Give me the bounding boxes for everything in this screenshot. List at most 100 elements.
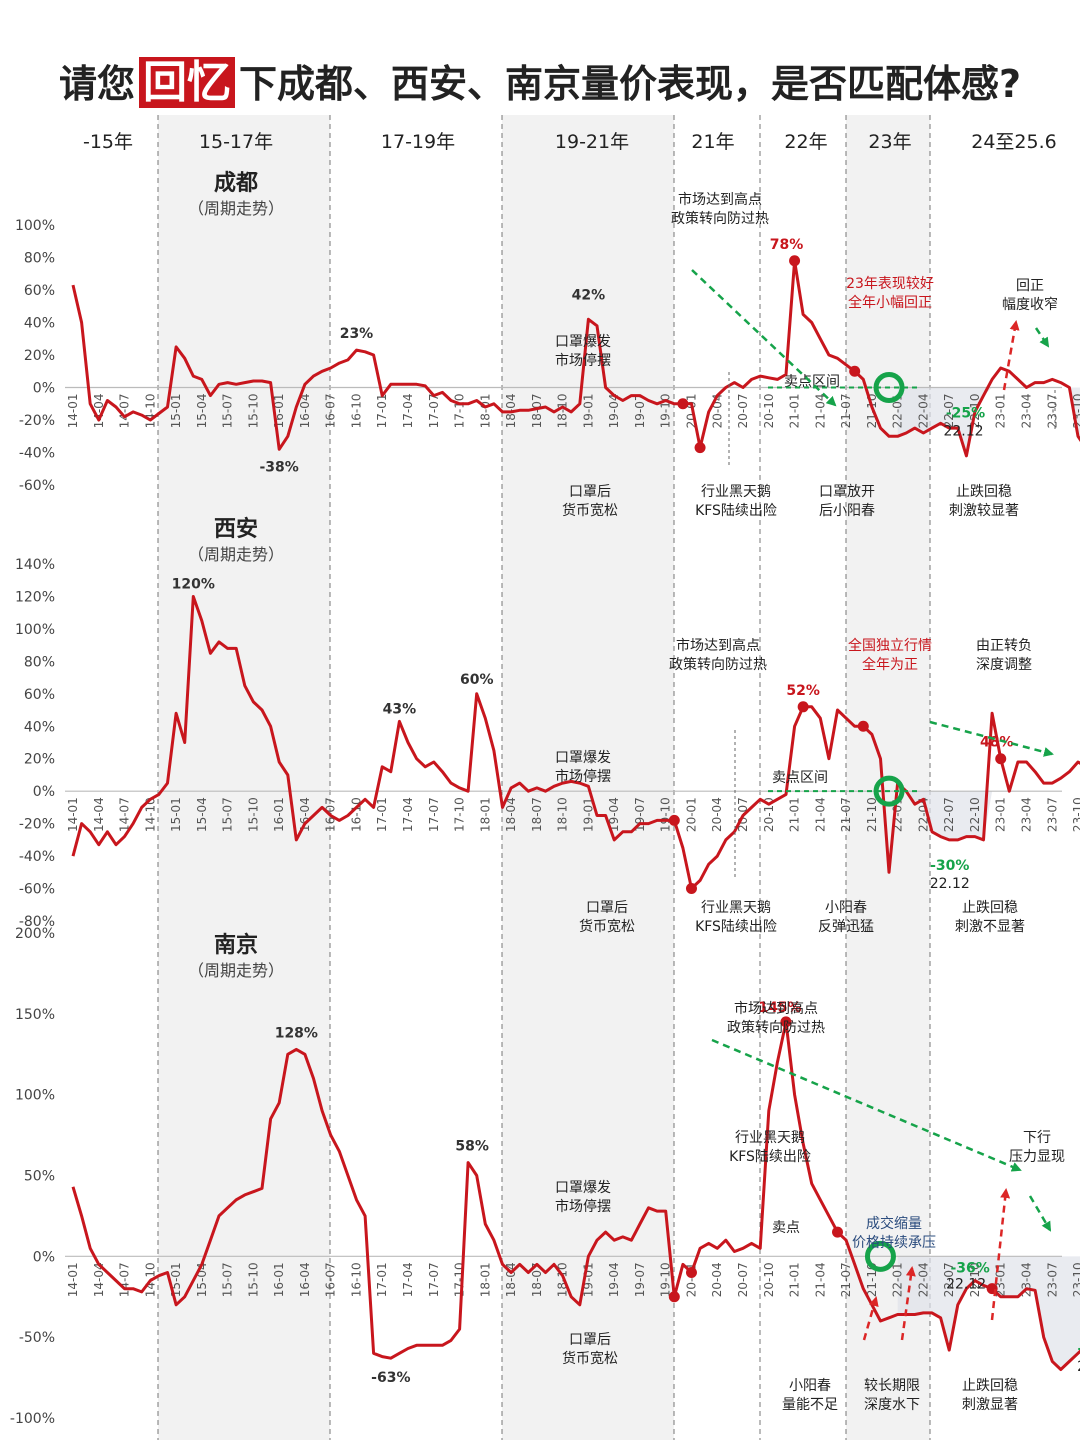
- y-tick-label: -60%: [19, 882, 55, 898]
- covid-marker: [668, 814, 680, 826]
- x-tick-label: 16-07: [324, 394, 338, 429]
- x-tick-label: 17-10: [453, 797, 467, 832]
- x-tick-label: 23-07: [1045, 1262, 1059, 1297]
- period-label: 22年: [784, 131, 827, 153]
- x-tick-label: 20-04: [710, 1262, 724, 1297]
- y-tick-label: 150%: [15, 1007, 55, 1023]
- period-label: 24至25.6: [971, 131, 1056, 153]
- x-tick-label: 22-04: [916, 1262, 930, 1297]
- rebound-arrow: [1002, 320, 1020, 391]
- annotation-covid-bottom: 口罩后: [586, 900, 628, 916]
- annotation-top: 市场达到高点: [734, 1000, 818, 1017]
- x-tick-label: 19-10: [659, 797, 673, 832]
- city-subtitle: （周期走势）: [188, 199, 284, 218]
- y-tick-label: -50%: [19, 1330, 55, 1346]
- page-title: 请您 回忆 下成都、西安、南京量价表现，是否匹配体感?: [0, 46, 1080, 110]
- x-tick-label: 23-04: [1019, 394, 1033, 429]
- annotation-sell-point: 卖点: [772, 1220, 800, 1236]
- annotation-top: 市场达到高点: [678, 191, 762, 208]
- x-tick-label: 17-01: [375, 394, 389, 429]
- annotation-covid-bottom: 货币宽松: [562, 1350, 618, 1367]
- trend-arrow: [711, 1038, 1022, 1172]
- annotation-covid-bottom: 口罩后: [569, 1332, 611, 1348]
- annotation-note-2025: 深度调整: [976, 657, 1032, 673]
- covid-marker: [685, 1267, 697, 1278]
- y-tick-label: 80%: [24, 251, 55, 267]
- period-label: 23年: [868, 131, 911, 153]
- annotation-spring: 小阳春: [789, 1378, 831, 1394]
- label-peak: 48%: [980, 735, 1014, 751]
- x-tick-label: 18-10: [556, 394, 570, 429]
- y-tick-label: 0%: [33, 381, 55, 397]
- annotation-stimulus: 刺激较显著: [949, 502, 1019, 519]
- x-tick-label: 16-04: [298, 394, 312, 429]
- annotation-stimulus: 止跌回稳: [962, 1378, 1018, 1394]
- label-trough: -30%: [930, 858, 969, 874]
- y-tick-label: 60%: [24, 687, 55, 703]
- x-tick-label: 23-10: [1071, 797, 1080, 832]
- x-tick-label: 14-04: [92, 394, 106, 429]
- annotation-note-2025: 由正转负: [976, 638, 1032, 654]
- annotation-spring: 小阳春: [825, 900, 867, 916]
- annotation-deep: 较长期限: [864, 1378, 920, 1394]
- annotation-kfs: 行业黑天鹅: [701, 483, 771, 500]
- x-tick-label: 23-04: [1019, 797, 1033, 832]
- annotation-note-2023: 全年为正: [862, 656, 918, 673]
- annotation-deep: 深度水下: [864, 1397, 920, 1413]
- annotation-covid-top: 口罩爆发: [555, 750, 611, 766]
- x-tick-label: 19-01: [581, 797, 595, 832]
- y-tick-label: 20%: [24, 348, 55, 364]
- x-tick-label: 20-10: [762, 797, 776, 832]
- x-tick-label: 17-04: [401, 797, 415, 832]
- x-tick-label: 14-04: [92, 797, 106, 832]
- annotation-note-2023: 价格持续承压: [852, 1234, 936, 1251]
- series-line: [71, 259, 1080, 458]
- period-band: [158, 115, 330, 1440]
- panel-0: 成都 （周期走势） 100% 80% 60% 40% 20% 0% -20% -40% -60% 14…: [15, 171, 1080, 519]
- kfs-marker: [849, 365, 861, 377]
- label-peak: 23%: [340, 326, 374, 342]
- city-subtitle: （周期走势）: [188, 545, 284, 564]
- x-tick-label: 21-10: [865, 394, 879, 429]
- peak-marker: [797, 701, 809, 713]
- panel-1: 西安 （周期走势） 140% 120% 100% 80% 60% 40% 20% 0% -20% -4…: [15, 516, 1080, 935]
- x-tick-label: 23-07: [1045, 394, 1059, 429]
- x-tick-label: 18-07: [530, 1262, 544, 1297]
- x-tick-label: 19-07: [633, 394, 647, 429]
- x-tick-label: 18-07: [530, 394, 544, 429]
- annotation-note-2023: 全国独立行情: [848, 637, 932, 654]
- annotation-kfs: KFS陆续出险: [729, 1148, 811, 1165]
- x-tick-label: 15-01: [169, 394, 183, 429]
- period-label: 15-17年: [199, 131, 273, 153]
- x-tick-label: 18-01: [478, 394, 492, 429]
- y-tick-label: 80%: [24, 654, 55, 670]
- x-tick-label: 15-07: [221, 797, 235, 832]
- x-tick-label: 22-04: [916, 394, 930, 429]
- y-tick-label: 50%: [24, 1169, 55, 1185]
- covid-marker: [685, 883, 697, 895]
- x-tick-label: 22-10: [968, 797, 982, 832]
- label-peak: 43%: [383, 701, 417, 717]
- covid-marker: [668, 1291, 680, 1303]
- label-peak: 60%: [460, 672, 494, 688]
- y-tick-label: -20%: [19, 817, 55, 833]
- annotation-note-2023: 23年表现较好: [846, 276, 934, 292]
- x-tick-label: 17-10: [453, 394, 467, 429]
- kfs-marker: [857, 720, 869, 732]
- trend-arrow: [1034, 327, 1050, 348]
- x-tick-label: 20-10: [762, 1262, 776, 1297]
- annotation-top: 政策转向防过热: [671, 210, 769, 227]
- x-tick-label: 19-04: [607, 797, 621, 832]
- annotation-top: 政策转向防过热: [669, 656, 767, 673]
- annotation-note-2025: 下行: [1023, 1130, 1051, 1146]
- label-peak: 52%: [786, 683, 820, 699]
- x-tick-label: 20-01: [684, 797, 698, 832]
- x-tick-label: 15-10: [246, 1262, 260, 1297]
- y-tick-label: 140%: [15, 557, 55, 573]
- x-tick-label: 21-04: [813, 1262, 827, 1297]
- x-tick-label: 16-07: [324, 1262, 338, 1297]
- title-highlight: 回忆: [138, 57, 235, 108]
- title-post: 下成都、西安、南京量价表现，是否匹配体感?: [238, 62, 1022, 106]
- label-date: 23.12: [1077, 1359, 1080, 1375]
